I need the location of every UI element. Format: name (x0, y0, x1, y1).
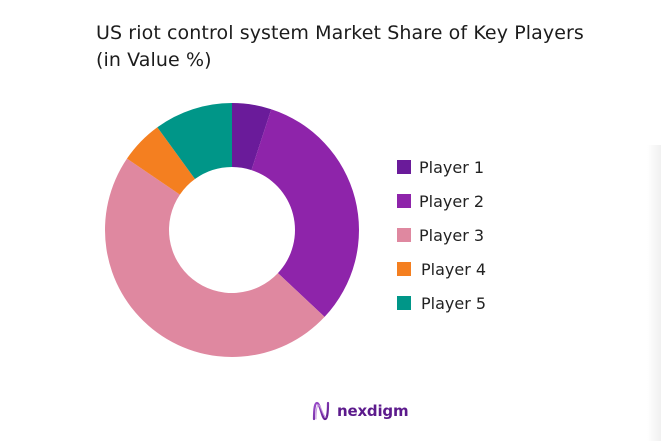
donut-chart (105, 103, 359, 357)
edge-shadow (647, 145, 661, 441)
legend-item-player-4: Player 4 (397, 252, 486, 286)
legend-swatch-icon (397, 262, 411, 276)
logo-text: nexdigm (337, 402, 409, 420)
legend-item-player-5: Player 5 (397, 286, 486, 320)
legend-label: Player 1 (419, 157, 485, 177)
donut-slice-player-4 (126, 127, 195, 195)
donut-slice-player-2 (251, 109, 359, 317)
legend-swatch-icon (397, 228, 411, 242)
legend-swatch-icon (397, 160, 411, 174)
legend-item-player-3: Player 3 (397, 218, 486, 252)
legend-label: Player 3 (419, 225, 485, 245)
chart-legend: Player 1 Player 2 Player 3 Player 4 Play… (397, 150, 486, 320)
legend-label: Player 5 (421, 293, 487, 313)
chart-title-line1: US riot control system Market Share of K… (96, 22, 584, 44)
legend-swatch-icon (397, 296, 411, 310)
donut-slice-player-5 (157, 103, 232, 180)
nexdigm-wave-icon (312, 401, 330, 421)
legend-swatch-icon (397, 194, 411, 208)
donut-slice-player-1 (232, 103, 272, 171)
donut-slice-player-3 (105, 158, 325, 357)
legend-item-player-2: Player 2 (397, 184, 486, 218)
chart-title-line2: (in Value %) (96, 49, 212, 71)
legend-item-player-1: Player 1 (397, 150, 486, 184)
nexdigm-logo: nexdigm (311, 400, 409, 422)
legend-label: Player 2 (419, 191, 485, 211)
chart-title: US riot control system Market Share of K… (96, 20, 616, 74)
legend-label: Player 4 (421, 259, 487, 279)
